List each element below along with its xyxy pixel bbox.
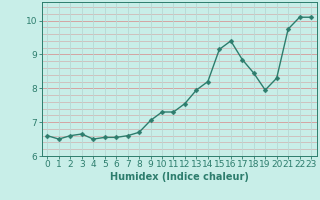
X-axis label: Humidex (Indice chaleur): Humidex (Indice chaleur) [110, 172, 249, 182]
